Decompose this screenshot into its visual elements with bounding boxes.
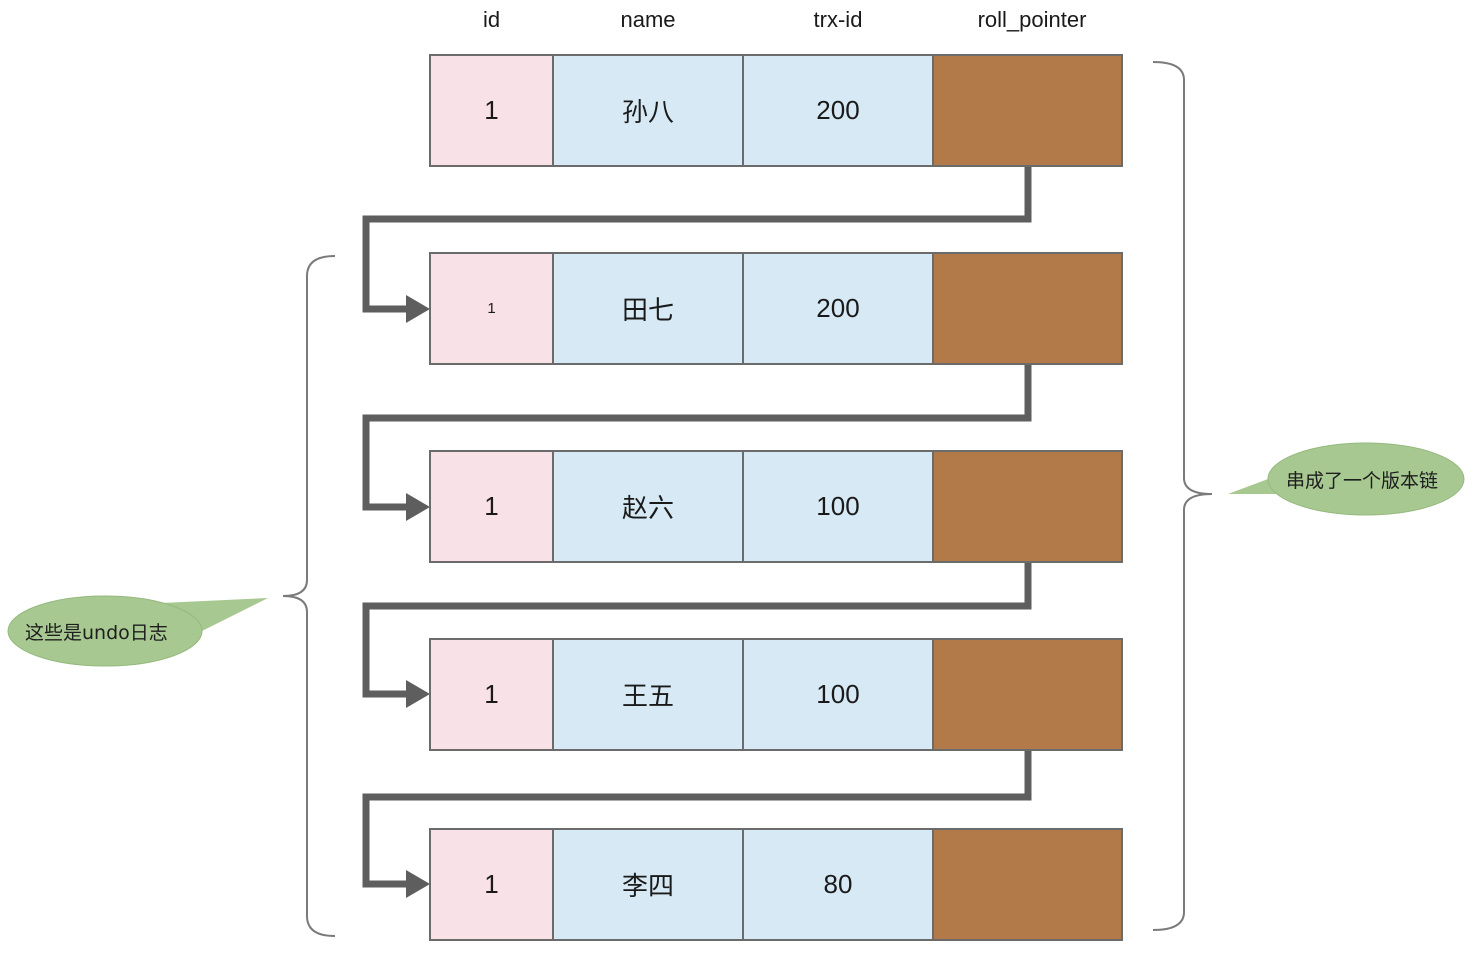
arrow-heads (406, 295, 430, 898)
cell-id: 1 (429, 54, 554, 167)
cell-roll-pointer (932, 450, 1123, 563)
cell-name: 赵六 (552, 450, 744, 563)
cell-roll-pointer (932, 54, 1123, 167)
cell-trx-id: 80 (742, 828, 934, 941)
cell-id: 1 (429, 828, 554, 941)
chain-arrow-1 (362, 167, 1032, 313)
cell-trx-id: 200 (742, 54, 934, 167)
arrow-head-3 (406, 680, 430, 708)
undo-log-row: 1 李四 80 (429, 828, 1123, 941)
cell-trx-id: 100 (742, 450, 934, 563)
left-brace (282, 255, 336, 937)
header-trx-id: trx-id (813, 7, 863, 32)
cell-roll-pointer (932, 828, 1123, 941)
cell-name: 田七 (552, 252, 744, 365)
cell-id: 1 (429, 638, 554, 751)
version-chain-callout-text: 串成了一个版本链 (1286, 470, 1439, 492)
left-callout-bubble (7, 595, 268, 667)
cell-name: 李四 (552, 828, 744, 941)
cell-roll-pointer (932, 252, 1123, 365)
record-row: 1 孙八 200 (429, 54, 1123, 167)
header-id: id (482, 7, 501, 32)
cell-trx-id: 100 (742, 638, 934, 751)
cell-name: 孙八 (552, 54, 744, 167)
version-chain-arrows (362, 167, 1032, 888)
undo-log-row: 1 王五 100 (429, 638, 1123, 751)
right-callout-bubble (1228, 442, 1465, 516)
arrow-head-1 (406, 295, 430, 323)
undo-log-callout-text: 这些是undo日志 (25, 622, 168, 644)
right-brace (1152, 61, 1213, 931)
header-roll-pointer: roll_pointer (977, 7, 1087, 32)
chain-arrow-3 (362, 563, 1032, 698)
undo-log-row: 1 田七 200 (429, 252, 1123, 365)
cell-id: 1 (429, 450, 554, 563)
arrow-head-4 (406, 870, 430, 898)
chain-arrow-2 (362, 365, 1032, 511)
chain-arrow-4 (362, 751, 1032, 888)
undo-log-row: 1 赵六 100 (429, 450, 1123, 563)
cell-id: 1 (429, 252, 554, 365)
cell-name: 王五 (552, 638, 744, 751)
cell-roll-pointer (932, 638, 1123, 751)
header-name: name (620, 7, 676, 32)
cell-trx-id: 200 (742, 252, 934, 365)
arrow-head-2 (406, 493, 430, 521)
